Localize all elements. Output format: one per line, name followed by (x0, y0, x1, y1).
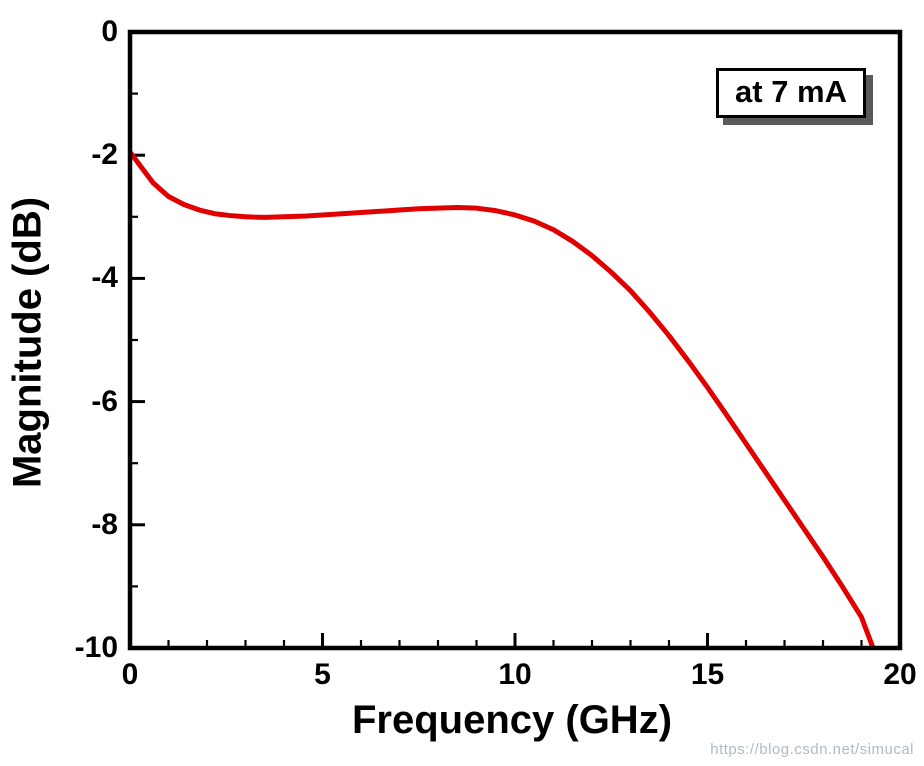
y-tick-label: -4 (91, 261, 118, 295)
y-tick-label: -6 (91, 384, 118, 418)
y-tick-label: -10 (74, 631, 118, 664)
x-tick-label: 15 (690, 658, 725, 691)
y-axis-title: Magnitude (dB) (5, 196, 50, 489)
watermark-text: https://blog.csdn.net/simucal (710, 741, 914, 758)
x-tick-label: 0 (121, 658, 139, 691)
y-tick-label: -2 (91, 138, 118, 172)
magnitude-curve (130, 149, 876, 648)
x-tick-label: 20 (883, 658, 917, 691)
x-axis-title: Frequency (GHz) (351, 698, 673, 742)
plot-frame (127, 29, 903, 651)
annotation-box: at 7 mA (716, 68, 866, 118)
x-tick-label: 10 (498, 658, 532, 691)
x-tick-label: 5 (314, 658, 331, 691)
y-tick-label: 0 (101, 15, 118, 48)
y-tick-label: -8 (91, 507, 118, 541)
annotation-text: at 7 mA (735, 74, 847, 109)
